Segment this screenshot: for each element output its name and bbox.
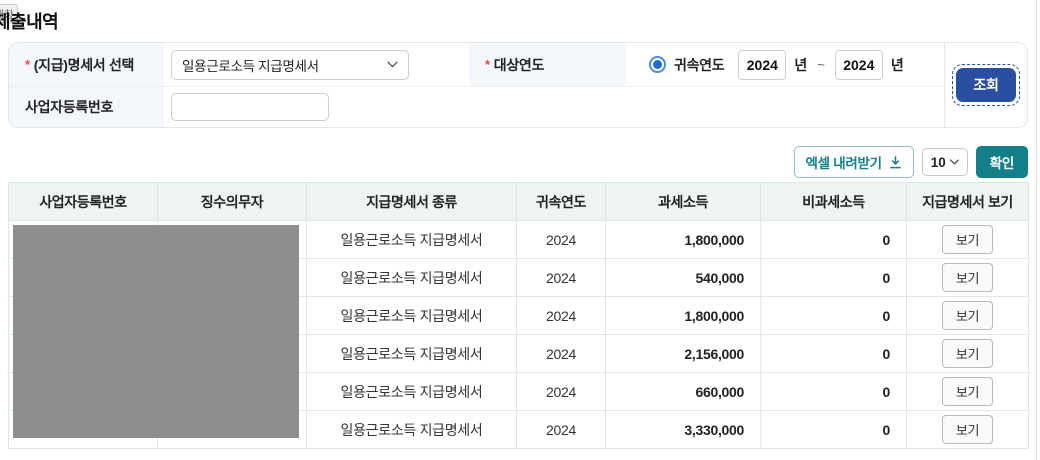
form-row-statement-year: * (지급)명세서 선택 일용근로소득 지급명세서 * 대상연도 — [9, 43, 944, 88]
statement-select-label: * (지급)명세서 선택 — [9, 43, 164, 87]
cell-statement-type: 일용근로소득 지급명세서 — [306, 258, 517, 297]
business-number-label-text: 사업자등록번호 — [25, 99, 114, 116]
year-range-separator: ~ — [817, 57, 825, 73]
chevron-down-icon — [387, 61, 398, 68]
search-form: * (지급)명세서 선택 일용근로소득 지급명세서 * 대상연도 — [8, 42, 1028, 128]
col-header-attribution-year: 귀속연도 — [516, 182, 606, 221]
view-button[interactable]: 보기 — [941, 225, 994, 254]
col-header-statement-type: 지급명세서 종류 — [306, 182, 517, 221]
excel-download-button[interactable]: 엑셀 내려받기 — [793, 146, 914, 178]
cell-taxable: 1,800,000 — [605, 220, 761, 259]
target-year-label-text: 대상연도 — [493, 56, 545, 73]
cell-view: 보기 — [906, 410, 1029, 449]
view-button[interactable]: 보기 — [941, 263, 994, 292]
year-suffix: 년 — [890, 56, 904, 73]
cell-year: 2024 — [516, 334, 606, 373]
page-size-select[interactable]: 10 — [921, 148, 968, 176]
cell-statement-type: 일용근로소득 지급명세서 — [306, 296, 517, 335]
view-button[interactable]: 보기 — [941, 301, 994, 330]
new-window-badge: 새창 — [0, 4, 19, 23]
cell-taxable: 2,156,000 — [605, 334, 761, 373]
col-header-taxable-income: 과세소득 — [605, 182, 761, 221]
required-mark: * — [485, 57, 490, 73]
attribution-year-radio[interactable] — [649, 56, 666, 74]
statement-select[interactable]: 일용근로소득 지급명세서 — [171, 49, 409, 80]
form-row-business-number: 사업자등록번호 — [9, 87, 944, 127]
cell-nontaxable: 0 — [760, 410, 907, 449]
business-number-label: 사업자등록번호 — [9, 87, 164, 127]
year-suffix: 년 — [794, 56, 808, 73]
cell-statement-type: 일용근로소득 지급명세서 — [306, 372, 517, 411]
cell-view: 보기 — [906, 334, 1029, 373]
cell-year: 2024 — [516, 296, 606, 335]
cell-nontaxable: 0 — [760, 372, 907, 411]
download-icon — [889, 155, 901, 168]
cell-year: 2024 — [516, 220, 606, 259]
business-number-wrap — [164, 87, 329, 127]
search-form-fields: * (지급)명세서 선택 일용근로소득 지급명세서 * 대상연도 — [9, 43, 944, 127]
statement-select-label-text: (지급)명세서 선택 — [33, 56, 135, 73]
cell-nontaxable: 0 — [760, 258, 907, 297]
page-size-value: 10 — [930, 154, 946, 170]
results-table-wrap: 사업자등록번호 징수의무자 지급명세서 종류 귀속연도 과세소득 비과세소득 지… — [8, 182, 1029, 449]
cell-nontaxable: 0 — [760, 334, 907, 373]
search-button[interactable]: 조회 — [956, 68, 1016, 102]
redacted-area — [13, 225, 299, 438]
cell-taxable: 540,000 — [605, 258, 761, 297]
search-button-area: 조회 — [944, 43, 1027, 127]
page-title: 제출내역 — [0, 12, 59, 32]
col-header-business-number: 사업자등록번호 — [8, 182, 158, 221]
year-from-input[interactable] — [738, 49, 787, 80]
view-button[interactable]: 보기 — [941, 339, 994, 368]
cell-view: 보기 — [906, 296, 1029, 335]
year-to-input[interactable] — [834, 49, 883, 80]
statement-select-wrap: 일용근로소득 지급명세서 — [164, 43, 469, 86]
window-edge-divider — [1036, 0, 1037, 460]
cell-year: 2024 — [516, 372, 606, 411]
cell-statement-type: 일용근로소득 지급명세서 — [306, 220, 517, 259]
cell-view: 보기 — [906, 220, 1029, 259]
view-button[interactable]: 보기 — [941, 415, 994, 444]
cell-view: 보기 — [906, 372, 1029, 411]
cell-year: 2024 — [516, 258, 606, 297]
cell-taxable: 1,800,000 — [605, 296, 761, 335]
chevron-down-icon — [949, 159, 959, 165]
col-header-nontaxable-income: 비과세소득 — [760, 182, 907, 221]
target-year-controls: 귀속연도 년 ~ 년 — [626, 43, 944, 86]
attribution-year-radio-label: 귀속연도 — [674, 56, 725, 73]
cell-taxable: 660,000 — [605, 372, 761, 411]
confirm-button[interactable]: 확인 — [975, 146, 1028, 178]
cell-statement-type: 일용근로소득 지급명세서 — [306, 334, 517, 373]
business-number-input[interactable] — [171, 93, 329, 122]
view-button[interactable]: 보기 — [941, 377, 994, 406]
cell-nontaxable: 0 — [760, 296, 907, 335]
table-toolbar: 엑셀 내려받기 10 확인 — [793, 146, 1028, 178]
cell-statement-type: 일용근로소득 지급명세서 — [306, 410, 517, 449]
statement-select-value: 일용근로소득 지급명세서 — [182, 58, 319, 74]
cell-nontaxable: 0 — [760, 220, 907, 259]
cell-year: 2024 — [516, 410, 606, 449]
required-mark: * — [25, 57, 30, 73]
cell-taxable: 3,330,000 — [605, 410, 761, 449]
radio-selected-dot — [653, 60, 662, 70]
cell-view: 보기 — [906, 258, 1029, 297]
col-header-withholding-agent: 징수의무자 — [157, 182, 307, 221]
excel-download-label: 엑셀 내려받기 — [805, 156, 882, 171]
search-button-focus-ring: 조회 — [952, 64, 1020, 106]
table-header-row: 사업자등록번호 징수의무자 지급명세서 종류 귀속연도 과세소득 비과세소득 지… — [8, 182, 1029, 221]
col-header-view-statement: 지급명세서 보기 — [906, 182, 1029, 221]
target-year-label: * 대상연도 — [469, 43, 626, 87]
